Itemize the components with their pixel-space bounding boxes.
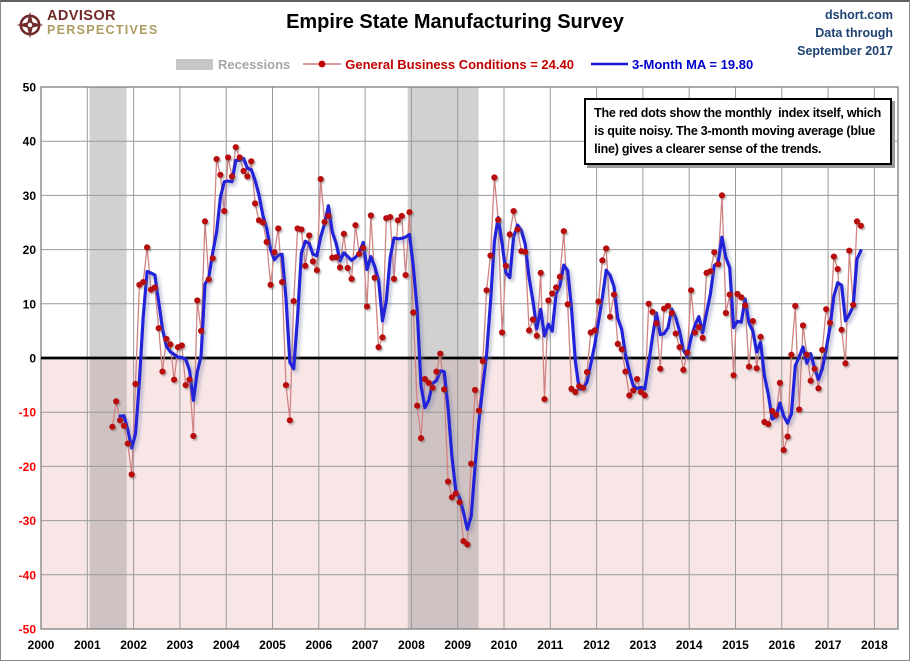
- svg-text:2015: 2015: [722, 638, 749, 652]
- page-title: Empire State Manufacturing Survey: [286, 11, 624, 33]
- svg-text:2013: 2013: [630, 638, 657, 652]
- ma-legend-marker: [590, 62, 628, 66]
- svg-text:2004: 2004: [213, 638, 240, 652]
- source-date: September 2017: [797, 43, 893, 58]
- chart-legend: Recessions General Business Conditions =…: [176, 54, 753, 74]
- source-block: dshort.com Data through September 2017: [797, 7, 893, 60]
- svg-text:2007: 2007: [352, 638, 379, 652]
- logo-advisor-text: ADVISOR: [47, 8, 116, 24]
- svg-text:2014: 2014: [676, 638, 703, 652]
- source-site: dshort.com: [824, 8, 893, 22]
- svg-text:-50: -50: [19, 623, 37, 637]
- svg-text:2009: 2009: [444, 638, 471, 652]
- svg-text:2018: 2018: [861, 638, 888, 652]
- svg-text:-20: -20: [19, 460, 37, 474]
- svg-text:20: 20: [23, 243, 37, 257]
- three-month-ma-legend-label: 3-Month MA = 19.80: [631, 56, 754, 72]
- recessions-legend-label: Recessions: [218, 56, 291, 72]
- svg-text:50: 50: [23, 81, 37, 95]
- recessions-swatch: [176, 58, 213, 70]
- svg-text:-40: -40: [19, 568, 37, 582]
- svg-text:2008: 2008: [398, 638, 425, 652]
- svg-text:2016: 2016: [768, 638, 795, 652]
- svg-text:2002: 2002: [120, 638, 147, 652]
- logo-perspectives-text: PERSPECTIVES: [47, 22, 159, 37]
- svg-text:40: 40: [23, 135, 37, 149]
- svg-text:2012: 2012: [583, 638, 610, 652]
- annotation-line-2: is quite noisy. The 3-month moving avera…: [594, 124, 876, 138]
- annotation-box: The red dots show the monthly index itse…: [584, 98, 892, 165]
- svg-text:2001: 2001: [74, 638, 101, 652]
- svg-text:-10: -10: [19, 406, 37, 420]
- svg-text:2010: 2010: [491, 638, 518, 652]
- advisor-perspectives-logo: ADVISOR PERSPECTIVES: [16, 9, 158, 39]
- svg-text:2006: 2006: [305, 638, 332, 652]
- svg-text:2000: 2000: [28, 638, 55, 652]
- red-series-legend-marker: [303, 60, 342, 68]
- general-business-conditions-legend-label: General Business Conditions = 24.40: [345, 56, 574, 72]
- annotation-line-1: The red dots show the monthly index itse…: [594, 106, 881, 120]
- compass-logo-icon: [16, 11, 44, 39]
- svg-text:2005: 2005: [259, 638, 286, 652]
- svg-text:0: 0: [29, 352, 36, 366]
- source-data-through: Data through: [815, 25, 893, 40]
- annotation-line-3: line) gives a clearer sense of the trend…: [594, 142, 822, 156]
- svg-text:30: 30: [23, 189, 37, 203]
- svg-text:2003: 2003: [167, 638, 194, 652]
- svg-text:10: 10: [23, 297, 37, 311]
- svg-text:-30: -30: [19, 514, 37, 528]
- svg-text:2011: 2011: [537, 638, 563, 652]
- svg-text:2017: 2017: [815, 638, 842, 652]
